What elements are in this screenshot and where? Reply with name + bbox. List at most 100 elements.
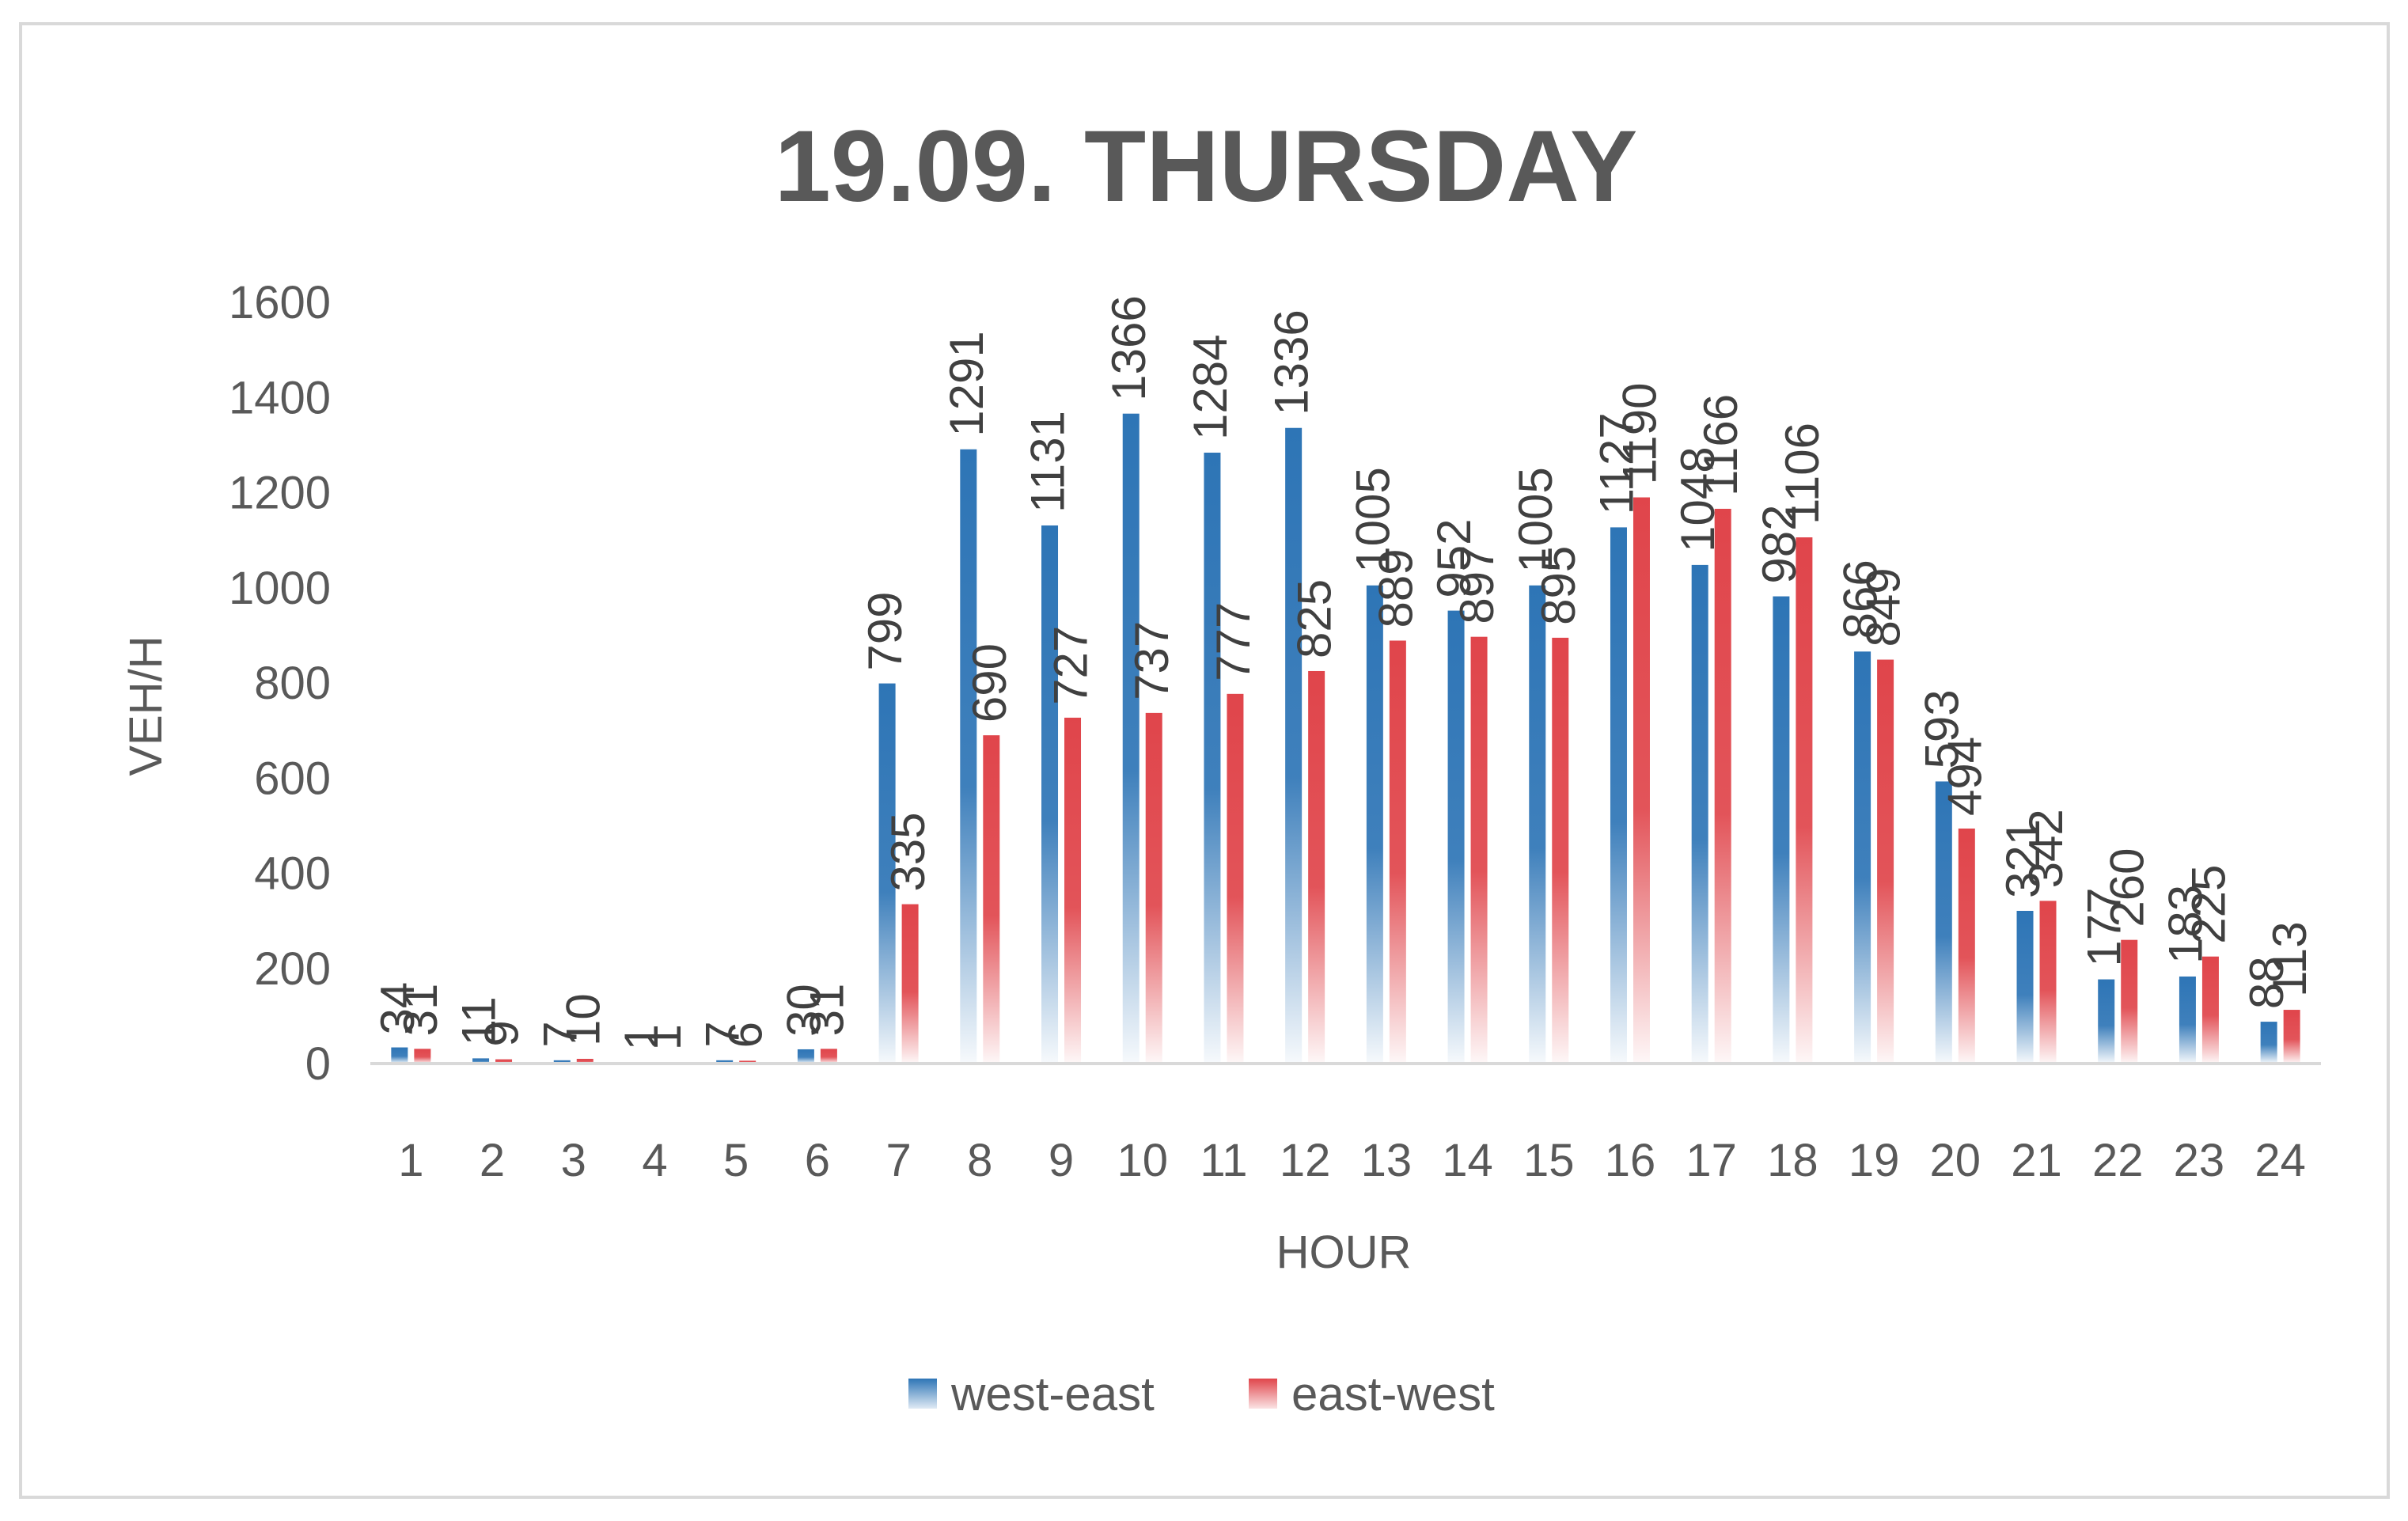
data-label-east-west-15: 895	[1532, 546, 1585, 625]
data-label-east-west-14: 897	[1450, 545, 1504, 624]
bar-east-west-11	[1227, 693, 1244, 1064]
x-tick-label: 6	[805, 1135, 830, 1186]
bar-east-west-1	[414, 1049, 431, 1064]
data-label-west-east-2: 11	[453, 996, 506, 1045]
data-label-east-west-6: 31	[800, 984, 853, 1037]
bar-east-west-10	[1145, 712, 1162, 1064]
data-label-east-west-7: 335	[882, 812, 935, 891]
data-label-west-east-15: 1005	[1509, 467, 1562, 572]
x-axis-label: HOUR	[1276, 1227, 1412, 1278]
y-axis-ticks: 0 200 400 600 800 1000 1200 1400 1600	[229, 277, 331, 1090]
y-tick-label: 1400	[229, 372, 331, 423]
bar-east-west-19	[1877, 659, 1894, 1064]
x-tick-label: 5	[723, 1135, 749, 1186]
data-label-west-east-8: 1291	[940, 331, 993, 436]
data-label-west-east-18: 982	[1753, 504, 1806, 583]
bar-east-west-12	[1308, 670, 1325, 1064]
data-label-east-west-11: 777	[1207, 602, 1260, 681]
data-label-west-east-24: 88	[2240, 956, 2293, 1009]
data-label-east-west-2: 9	[476, 1020, 529, 1046]
bar-east-west-16	[1633, 497, 1650, 1064]
data-label-west-east-13: 1005	[1346, 467, 1399, 572]
legend-label-west-east: west-east	[950, 1367, 1155, 1420]
bar-east-west-20	[1958, 828, 1975, 1064]
bars-group	[391, 413, 2300, 1064]
bar-west-east-20	[1935, 781, 1952, 1064]
bar-west-east-11	[1204, 452, 1221, 1064]
data-label-west-east-14: 952	[1428, 519, 1481, 598]
bar-west-east-18	[1773, 596, 1790, 1064]
x-tick-label: 4	[642, 1135, 667, 1186]
x-tick-label: 24	[2254, 1135, 2306, 1186]
bar-west-east-2	[472, 1058, 490, 1064]
bar-west-east-13	[1366, 585, 1383, 1064]
legend-swatch-west-east	[908, 1379, 937, 1409]
data-label-west-east-5: 7	[696, 1021, 749, 1047]
data-label-west-east-9: 1131	[1022, 411, 1075, 513]
data-label-east-west-21: 342	[2019, 809, 2072, 888]
bar-east-west-14	[1470, 636, 1488, 1064]
x-tick-label: 22	[2092, 1135, 2144, 1186]
bar-west-east-22	[2098, 979, 2115, 1064]
x-tick-label: 11	[1200, 1135, 1247, 1186]
bar-west-east-24	[2260, 1022, 2277, 1064]
bar-east-west-3	[576, 1058, 593, 1064]
x-axis-ticks: 1 2 3 4 5 6 7 8 9 10 11 12 13 14 15 16 17 18 19 20 21 22 23 24	[398, 1135, 2306, 1186]
x-tick-label: 18	[1767, 1135, 1818, 1186]
bar-west-east-23	[2179, 976, 2196, 1064]
bar-east-west-6	[820, 1049, 837, 1064]
data-label-east-west-5: 6	[719, 1022, 772, 1048]
data-label-west-east-12: 1336	[1265, 309, 1318, 415]
bar-west-east-1	[391, 1047, 408, 1064]
x-tick-label: 21	[2011, 1135, 2062, 1186]
bar-west-east-9	[1041, 525, 1059, 1064]
bar-east-west-22	[2121, 939, 2138, 1064]
bar-east-west-18	[1796, 537, 1813, 1064]
bar-west-east-8	[960, 449, 977, 1064]
legend: west-east east-west	[908, 1367, 1495, 1420]
bar-east-west-21	[2039, 901, 2057, 1064]
data-label-west-east-10: 1366	[1102, 295, 1155, 400]
data-label-east-west-4: 1	[638, 1024, 691, 1050]
y-tick-label: 0	[305, 1038, 331, 1090]
legend-label-east-west: east-west	[1291, 1367, 1495, 1420]
bar-west-east-12	[1285, 427, 1303, 1064]
data-label-west-east-17: 1048	[1671, 446, 1724, 552]
x-tick-label: 12	[1280, 1135, 1331, 1186]
data-label-east-west-20: 494	[1938, 737, 1991, 816]
data-label-east-west-23: 225	[2182, 865, 2235, 944]
data-label-west-east-23: 183	[2159, 885, 2212, 964]
bar-east-west-23	[2201, 956, 2219, 1064]
bar-west-east-3	[553, 1060, 571, 1064]
data-label-east-west-13: 889	[1369, 548, 1422, 628]
bar-east-west-7	[901, 904, 919, 1064]
x-tick-label: 23	[2174, 1135, 2225, 1186]
data-label-east-west-10: 737	[1125, 621, 1178, 700]
data-label-west-east-3: 7	[533, 1021, 586, 1047]
y-axis-label: VEH/H	[120, 635, 172, 776]
bar-west-east-6	[797, 1049, 814, 1064]
x-tick-label: 7	[885, 1135, 911, 1186]
data-label-east-west-17: 1166	[1694, 394, 1747, 496]
x-tick-label: 15	[1523, 1135, 1575, 1186]
x-tick-label: 2	[480, 1135, 505, 1186]
x-tick-label: 3	[561, 1135, 586, 1186]
bar-west-east-19	[1854, 651, 1871, 1064]
data-label-west-east-20: 593	[1915, 689, 1968, 768]
data-label-west-east-7: 799	[859, 591, 912, 670]
y-tick-label: 200	[254, 943, 331, 995]
x-tick-label: 19	[1849, 1135, 1900, 1186]
bar-east-west-24	[2283, 1010, 2300, 1064]
data-label-east-west-18: 1106	[1776, 423, 1829, 525]
data-label-east-west-16: 1190	[1613, 382, 1666, 484]
chart-frame: 19.09. THURSDAY VEH/H HOUR 0 200 400 600 800…	[19, 22, 2390, 1499]
legend-swatch-east-west	[1249, 1379, 1277, 1409]
data-label-east-west-1: 31	[394, 984, 447, 1037]
x-tick-label: 8	[967, 1135, 992, 1186]
data-label-west-east-22: 177	[2078, 887, 2131, 966]
data-label-west-east-19: 866	[1834, 559, 1887, 639]
bar-east-west-17	[1714, 508, 1731, 1064]
x-tick-label: 17	[1686, 1135, 1737, 1186]
y-tick-label: 1600	[229, 277, 331, 328]
